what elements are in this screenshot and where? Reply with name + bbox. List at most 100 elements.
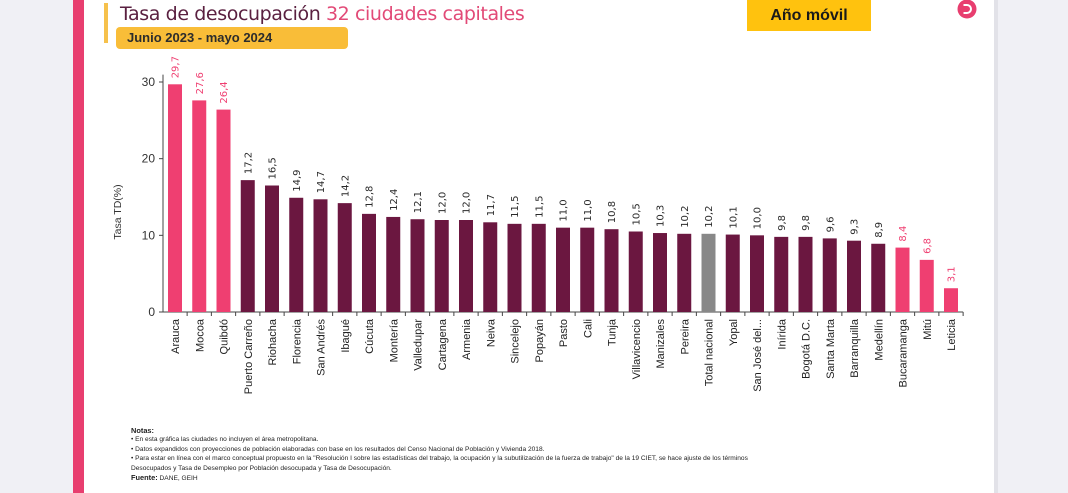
bar-9 (386, 216, 401, 312)
data-label: 10,3 (656, 205, 667, 227)
bar-20 (653, 233, 667, 312)
data-label: 6,8 (922, 238, 933, 254)
data-label: 17,2 (243, 152, 254, 174)
data-label: 11,7 (486, 194, 497, 216)
note-item: • Para estar en línea con el marco conce… (131, 455, 748, 463)
bar-26 (798, 236, 813, 312)
category-label: Arauca (170, 318, 182, 354)
data-label: 8,9 (874, 222, 885, 238)
category-label: Cartagena (437, 318, 449, 370)
category-label: Ibagué (340, 319, 352, 353)
moving-year-badge: Año móvil (747, 0, 871, 31)
bar-1 (192, 100, 207, 313)
note-item: • Datos expandidos con proyecciones de p… (131, 445, 545, 453)
category-label: Santa Marta (825, 318, 837, 379)
data-label: 12,1 (413, 191, 424, 213)
bar-5 (289, 197, 304, 312)
data-label: 14,7 (316, 171, 327, 193)
data-label: 3,1 (947, 266, 958, 282)
bar-10 (410, 219, 425, 312)
data-label: 10,8 (607, 201, 618, 223)
bar-15 (531, 223, 546, 312)
bar-28 (847, 240, 861, 312)
category-label: Mitú (922, 319, 934, 340)
bar-29 (871, 243, 886, 312)
data-label: 26,4 (219, 81, 230, 103)
bar-12 (459, 220, 473, 312)
data-label: 9,6 (825, 216, 836, 232)
bar-14 (507, 223, 522, 312)
category-label: Pasto (558, 319, 570, 347)
category-label: Bogotá D.C. (801, 319, 813, 379)
category-label: Total nacional (704, 319, 716, 386)
bar-16 (556, 227, 570, 312)
period-subtitle: Junio 2023 - mayo 2024 (116, 27, 348, 49)
bar-19 (628, 231, 643, 312)
category-label: Tunja (607, 318, 619, 346)
category-label: San José del... (752, 319, 764, 392)
title-accent-bar (104, 3, 108, 43)
bar-18 (604, 229, 619, 312)
bar-13 (483, 222, 498, 312)
data-label: 8,4 (898, 226, 909, 242)
bar-0 (168, 84, 182, 312)
category-label: Cali (582, 319, 594, 338)
data-label: 12,0 (462, 192, 473, 214)
source-line: Fuente: DANE, GEIH (131, 473, 991, 483)
data-label: 12,8 (365, 186, 376, 208)
data-label: 11,5 (510, 196, 521, 218)
bar-6 (313, 199, 328, 312)
category-label: San Andrés (316, 319, 328, 376)
title-main: Tasa de desocupación (120, 3, 321, 25)
category-label: Sincelejo (510, 319, 522, 364)
y-tick-label: 10 (142, 228, 156, 242)
data-label: 9,3 (850, 219, 861, 235)
data-label: 10,2 (680, 206, 691, 228)
bar-27 (822, 238, 837, 312)
data-label: 16,5 (268, 157, 279, 179)
notes-heading: Notas: (131, 426, 154, 435)
data-label: 10,5 (631, 203, 642, 225)
data-label: 12,4 (389, 189, 400, 211)
data-label: 9,8 (777, 215, 788, 231)
category-label: Yopal (728, 319, 740, 346)
category-label: Mocoa (194, 318, 206, 352)
dane-logo-icon (957, 0, 977, 19)
slide-shadow (994, 0, 998, 493)
category-label: Cúcuta (364, 318, 376, 354)
bar-22 (701, 233, 716, 312)
bar-24 (750, 235, 764, 312)
source-text: DANE, GEIH (159, 475, 198, 483)
data-label: 9,8 (801, 215, 812, 231)
data-label: 27,6 (195, 72, 206, 94)
category-label: Manizales (655, 319, 667, 369)
title-accent: 32 ciudades capitales (325, 3, 525, 25)
category-label: Medellín (873, 319, 885, 361)
category-label: Pereira (679, 318, 691, 354)
data-label: 14,2 (340, 175, 351, 197)
category-label: Montería (388, 318, 400, 362)
bar-21 (677, 233, 692, 312)
bar-chart: 0 10 20 30 Tasa TD(%) 29,7 Arauca 27,6 Mocoa 26,4… (112, 56, 964, 394)
data-label: 10,2 (704, 206, 715, 228)
y-tick-label: 20 (142, 152, 156, 166)
category-label: Riohacha (267, 318, 279, 365)
category-label: Neiva (485, 318, 497, 347)
category-label: Inírida (776, 318, 788, 349)
category-label: Valledupar (413, 319, 425, 371)
bar-25 (774, 236, 789, 312)
bar-8 (362, 213, 376, 312)
category-label: Florencia (291, 318, 303, 364)
y-tick-label: 0 (148, 305, 155, 319)
category-label: Leticia (946, 318, 958, 351)
bar-23 (725, 234, 740, 312)
note-item: • En esta gráfica las ciudades no incluy… (131, 436, 319, 444)
data-label: 10,1 (728, 206, 739, 228)
bar-7 (337, 203, 352, 312)
bar-4 (265, 185, 279, 312)
category-label: Barranquilla (849, 318, 861, 378)
source-label: Fuente: (131, 473, 158, 483)
bar-11 (434, 220, 449, 312)
category-label: Quibdó (219, 319, 231, 354)
bar-2 (216, 109, 231, 312)
